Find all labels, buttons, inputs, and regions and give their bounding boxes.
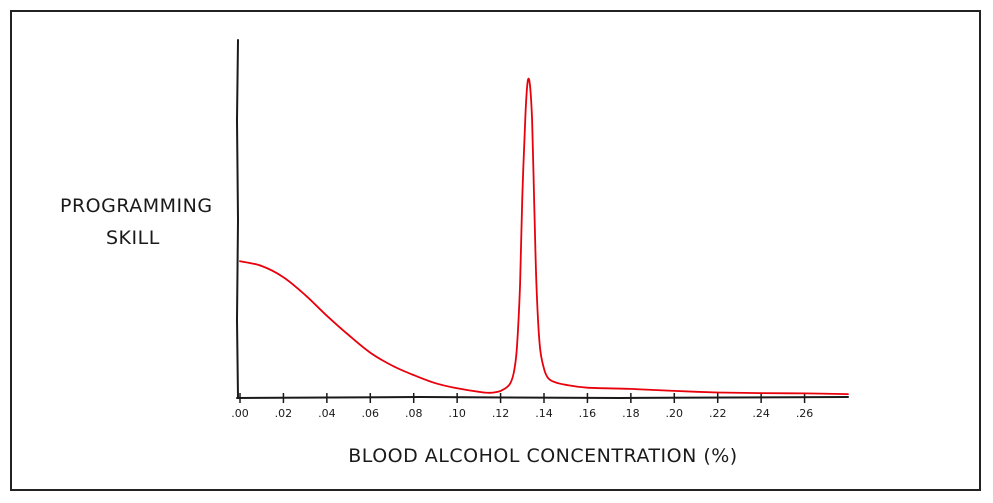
y-axis <box>235 39 240 399</box>
x-axis-ticks <box>239 393 806 403</box>
y-axis-label-line-2: SKILL <box>106 227 160 249</box>
x-tick-label: .26 <box>796 407 814 420</box>
x-tick-label: .24 <box>752 407 770 420</box>
x-tick-label: .06 <box>362 407 380 420</box>
comic-frame <box>10 10 981 491</box>
x-tick-label: .16 <box>579 407 597 420</box>
series-line-programming-skill <box>239 77 849 395</box>
x-tick-label: .08 <box>405 407 423 420</box>
x-tick-label: .10 <box>448 407 466 420</box>
x-axis <box>236 395 849 400</box>
x-tick-label: .20 <box>666 407 684 420</box>
x-tick-label: .00 <box>231 407 249 420</box>
x-axis-tick-labels: .00 .02 .04 .06 .08 .10 .12 .14 .16 .18 .20 .22 .24.… <box>231 407 813 420</box>
x-tick-label: .04 <box>318 407 336 420</box>
x-axis-label: BLOOD ALCOHOL CONCENTRATION (%) <box>348 445 737 467</box>
x-tick-label: .14 <box>535 407 553 420</box>
x-tick-label: .18 <box>622 407 640 420</box>
x-tick-label: .12 <box>492 407 510 420</box>
x-tick-label: .02 <box>275 407 293 420</box>
x-tick-label: .22 <box>709 407 727 420</box>
y-axis-label-line-1: PROGRAMMING <box>60 195 213 217</box>
